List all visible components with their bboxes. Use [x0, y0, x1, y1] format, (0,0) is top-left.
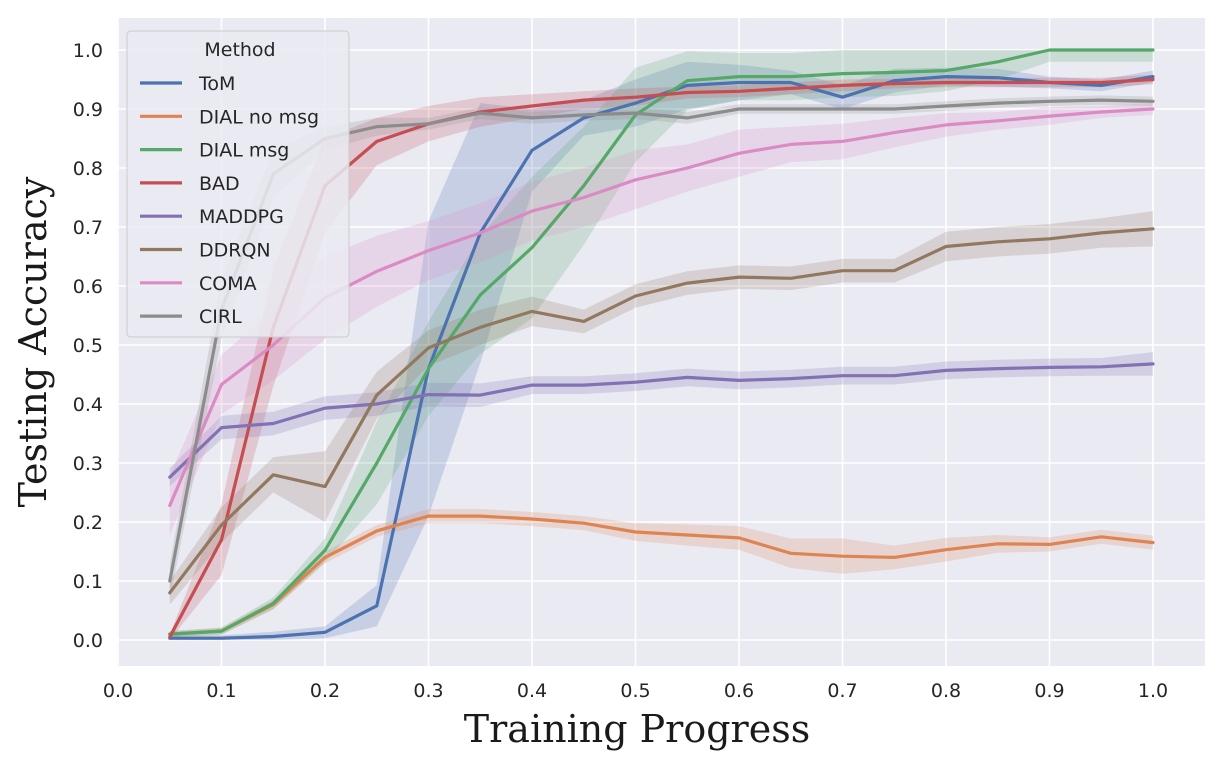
- legend-item-bad: BAD: [140, 173, 240, 195]
- coma-band: [169, 103, 1154, 535]
- legend-title: Method: [204, 39, 275, 61]
- legend-item-dial-msg: DIAL msg: [140, 140, 289, 162]
- maddpg-band: [169, 352, 1154, 486]
- legend-label: ToM: [198, 73, 235, 95]
- x-tick-label: 1.0: [1138, 680, 1168, 702]
- x-tick-label: 0.0: [103, 680, 133, 702]
- tom-band: [169, 61, 1154, 641]
- y-tick-label: 1.0: [73, 40, 103, 62]
- dial-no-msg-line: [168, 514, 1155, 636]
- y-tick-label: 0.6: [73, 276, 103, 298]
- legend: Method ToM DIAL no msg DIAL msg BAD MADDPG DD…: [126, 30, 350, 338]
- y-tick-label: 0.5: [73, 335, 103, 357]
- y-tick-label: 0.4: [73, 394, 103, 416]
- legend-label: DIAL no msg: [199, 106, 319, 128]
- x-tick-label: 0.3: [413, 680, 443, 702]
- legend-label: COMA: [199, 273, 257, 295]
- x-tick-label: 0.8: [931, 680, 961, 702]
- legend-item-maddpg: MADDPG: [140, 206, 284, 228]
- x-tick-label: 0.9: [1034, 680, 1064, 702]
- x-tick-label: 0.4: [517, 680, 547, 702]
- y-tick-label: 0.9: [73, 99, 103, 121]
- legend-item-ddrqn: DDRQN: [140, 240, 271, 262]
- legend-label: MADDPG: [199, 206, 284, 228]
- dial-msg-line: [168, 48, 1155, 636]
- y-tick-label: 0.0: [73, 630, 103, 652]
- x-tick-label: 0.5: [620, 680, 650, 702]
- x-tick-label: 0.2: [310, 680, 340, 702]
- legend-label: DIAL msg: [199, 140, 289, 162]
- tick-labels: 0.0 0.1 0.2 0.3 0.4 0.5 0.6 0.7 0.8 0.9 1.0 0.0 0.1 0…: [73, 40, 1168, 702]
- y-tick-label: 0.1: [73, 571, 103, 593]
- legend-item-coma: COMA: [140, 273, 257, 295]
- legend-item-dial-no-msg: DIAL no msg: [140, 106, 319, 128]
- maddpg-line: [168, 362, 1155, 479]
- x-tick-label: 0.6: [724, 680, 754, 702]
- x-axis-title: Training Progress: [464, 707, 810, 751]
- y-tick-label: 0.7: [73, 217, 103, 239]
- legend-item-tom: ToM: [140, 73, 235, 95]
- legend-item-cirl: CIRL: [140, 306, 242, 328]
- ddrqn-line: [168, 227, 1155, 595]
- legend-box: [126, 30, 350, 338]
- legend-entries: ToM DIAL no msg DIAL msg BAD MADDPG DDRQN COMA…: [140, 73, 319, 328]
- x-tick-label: 0.7: [827, 680, 857, 702]
- legend-label: CIRL: [199, 306, 242, 328]
- y-tick-label: 0.8: [73, 158, 103, 180]
- y-tick-label: 0.3: [73, 453, 103, 475]
- y-tick-label: 0.2: [73, 512, 103, 534]
- y-axis-title: Testing Accuracy: [11, 176, 55, 507]
- legend-label: DDRQN: [199, 240, 271, 262]
- x-tick-label: 0.1: [206, 680, 236, 702]
- legend-label: BAD: [199, 173, 240, 195]
